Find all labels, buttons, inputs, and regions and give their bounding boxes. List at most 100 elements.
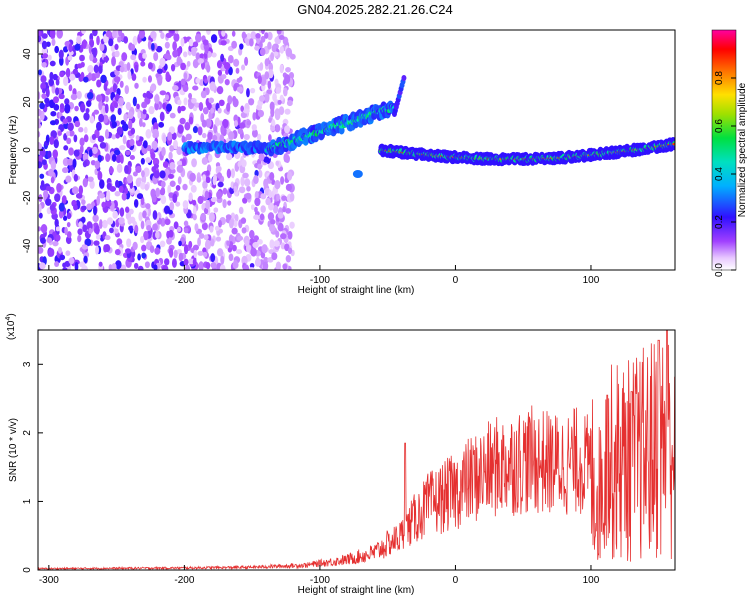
noise-dot	[241, 64, 246, 71]
noise-dot	[116, 238, 123, 246]
noise-dot	[145, 203, 151, 210]
noise-dot	[49, 203, 56, 211]
noise-dot	[66, 221, 71, 228]
noise-dot	[183, 97, 188, 106]
noise-dot	[115, 260, 122, 270]
noise-dot	[159, 188, 166, 196]
noise-dot	[191, 97, 197, 104]
noise-dot	[175, 185, 181, 191]
noise-dot	[83, 134, 89, 143]
noise-dot	[218, 219, 223, 228]
noise-dot	[132, 96, 137, 107]
noise-dot	[181, 135, 186, 143]
noise-dot	[236, 235, 244, 241]
noise-dot	[104, 235, 111, 241]
noise-dot	[216, 60, 222, 69]
noise-dot	[58, 49, 64, 60]
noise-dot	[141, 170, 145, 178]
noise-dot	[169, 112, 176, 119]
noise-dot	[57, 247, 63, 254]
cb-tick-label-2: 0.4	[714, 167, 725, 181]
noise-dot	[267, 80, 272, 90]
noise-dot	[177, 105, 182, 114]
noise-dot	[148, 106, 155, 115]
noise-dot	[138, 117, 143, 127]
noise-dot	[202, 39, 209, 46]
noise-dot	[82, 160, 88, 168]
noise-dot	[130, 44, 136, 52]
rising-trace-halo	[338, 126, 345, 135]
noise-dot	[76, 35, 82, 45]
noise-dot	[108, 264, 113, 270]
noise-dot	[54, 193, 61, 202]
noise-dot	[197, 250, 204, 256]
snr-ytick-label-3: 3	[22, 361, 33, 367]
noise-dot	[284, 108, 291, 115]
noise-dot	[241, 31, 247, 40]
noise-dot	[230, 168, 236, 179]
noise-dot	[251, 129, 258, 138]
noise-dot	[96, 35, 100, 46]
noise-dot	[173, 221, 179, 230]
noise-dot	[105, 201, 112, 207]
noise-dot	[138, 30, 146, 39]
noise-dot	[186, 60, 191, 67]
noise-dot	[275, 261, 282, 270]
snr-xtick-label-1: -200	[174, 575, 194, 586]
noise-dot	[233, 220, 238, 228]
noise-dot	[159, 90, 167, 96]
noise-dot	[155, 45, 163, 53]
noise-dot	[127, 111, 134, 120]
noise-dot	[146, 90, 151, 99]
noise-dot	[77, 234, 82, 243]
noise-dot	[206, 101, 212, 111]
noise-dot	[215, 236, 222, 242]
noise-dot	[178, 252, 184, 262]
spec-ytick-label-0: -40	[22, 238, 33, 253]
noise-dot	[111, 262, 117, 270]
noise-dot	[65, 250, 71, 257]
noise-dot	[128, 208, 134, 215]
noise-dot	[39, 173, 45, 179]
noise-dot	[176, 226, 182, 232]
noise-dot	[149, 245, 155, 254]
noise-dot	[135, 165, 142, 174]
spec-xtick-label-3: 0	[453, 275, 459, 286]
noise-dot	[38, 91, 41, 100]
noise-dot	[200, 90, 207, 99]
noise-dot	[72, 68, 79, 75]
noise-dot	[134, 224, 139, 234]
noise-dot	[118, 217, 125, 225]
noise-dot	[188, 116, 194, 125]
noise-dot	[68, 43, 73, 53]
noise-dot	[183, 51, 188, 58]
noise-dot	[39, 262, 46, 270]
noise-dot	[129, 138, 135, 147]
noise-dot	[150, 30, 157, 39]
noise-dot	[45, 134, 50, 144]
noise-dot	[216, 86, 224, 95]
cb-tick-label-1: 0.2	[714, 215, 725, 229]
noise-dot	[66, 137, 72, 145]
snr-xtick-label-0: -300	[39, 575, 59, 586]
noise-dot	[266, 89, 273, 95]
noise-dot	[259, 41, 263, 49]
noise-dot	[287, 247, 293, 255]
noise-dot	[141, 252, 147, 259]
noise-dot	[197, 237, 201, 247]
noise-dot	[172, 49, 179, 58]
noise-dot	[209, 81, 216, 92]
noise-dot	[101, 201, 106, 208]
noise-dot	[182, 183, 188, 191]
noise-dot	[175, 201, 181, 207]
spec-xtick-label-4: 100	[583, 275, 600, 286]
noise-dot	[259, 95, 266, 102]
noise-dot	[271, 252, 278, 261]
noise-dot	[69, 130, 75, 137]
noise-dot	[243, 264, 250, 270]
noise-dot	[260, 251, 266, 259]
noise-dot	[224, 78, 230, 86]
noise-dot	[78, 126, 84, 133]
noise-dot	[124, 206, 130, 213]
noise-dot	[126, 62, 131, 71]
